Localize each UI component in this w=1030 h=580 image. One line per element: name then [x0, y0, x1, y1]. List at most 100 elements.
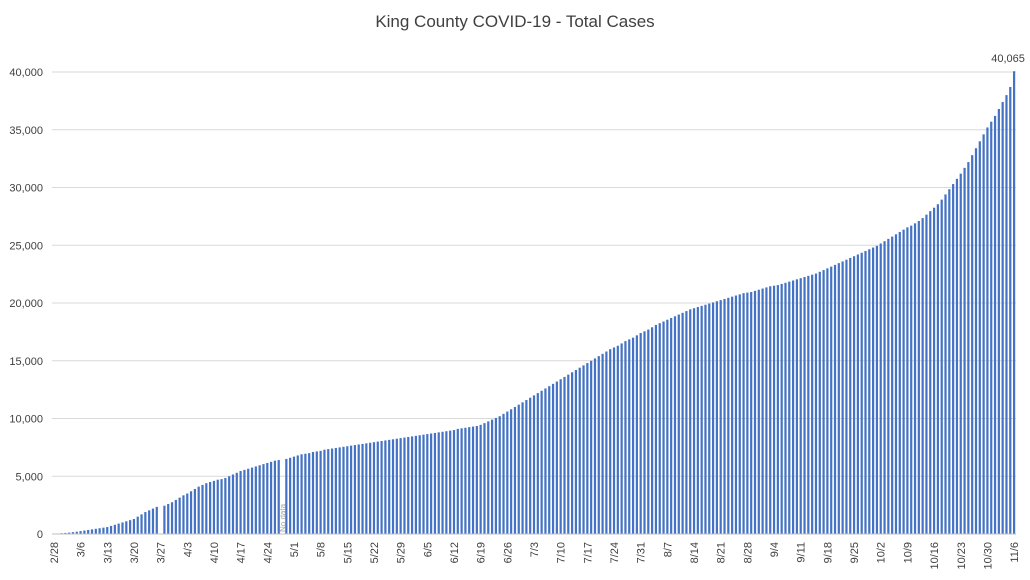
bar [746, 292, 749, 534]
bar [94, 528, 97, 534]
bar [647, 329, 650, 534]
bar [990, 121, 993, 535]
bar [963, 167, 966, 534]
bar [860, 252, 863, 534]
x-tick-label: 10/30 [982, 542, 994, 570]
bar [948, 189, 951, 535]
bar [365, 443, 368, 534]
bar [109, 525, 113, 534]
x-tick-label: 7/17 [582, 542, 594, 563]
bar [384, 440, 387, 534]
annotations: 40,065 No data [279, 53, 1025, 532]
bar [513, 406, 517, 534]
bar [129, 520, 132, 534]
bar [681, 312, 684, 534]
y-tick-label: 15,000 [9, 356, 43, 368]
bar [372, 442, 376, 534]
bar [582, 365, 585, 534]
bar [639, 333, 642, 534]
bar [780, 283, 783, 534]
bar [879, 243, 882, 534]
bar [209, 482, 212, 534]
data-label-max: 40,065 [991, 53, 1025, 65]
y-axis-ticks: 0 5,000 10,000 15,000 20,000 25,000 30,000 35,0… [9, 67, 43, 541]
bar [586, 363, 589, 534]
bar [376, 441, 379, 534]
no-data-note: No data [279, 503, 288, 532]
bar [932, 207, 936, 534]
bar [357, 444, 360, 534]
bar [502, 413, 505, 534]
bar [315, 451, 318, 534]
bar [353, 445, 357, 534]
bar [148, 510, 151, 534]
bar [113, 524, 116, 534]
bar [479, 424, 482, 534]
bar [704, 304, 707, 534]
bar [144, 512, 147, 534]
bar [426, 434, 429, 534]
bar [350, 445, 353, 534]
bar [121, 522, 124, 534]
bar [605, 351, 608, 534]
bar [761, 288, 764, 534]
bar [872, 247, 875, 534]
bar [708, 303, 711, 534]
bar [940, 199, 943, 534]
bar [1012, 71, 1016, 534]
bar [978, 141, 981, 535]
bar [982, 134, 985, 534]
bar [651, 327, 654, 534]
y-tick-label: 40,000 [9, 67, 43, 79]
bar [243, 469, 246, 534]
bar [167, 503, 170, 534]
bar [677, 314, 680, 534]
bar [361, 443, 364, 534]
bar [506, 411, 509, 534]
bar [235, 472, 238, 534]
x-tick-label: 4/10 [209, 542, 221, 563]
x-tick-label: 5/1 [289, 542, 301, 557]
bar [913, 223, 917, 534]
bar [410, 436, 414, 534]
bar [837, 263, 840, 534]
x-tick-label: 8/14 [689, 542, 701, 563]
bar [609, 349, 612, 534]
bar [1005, 95, 1008, 534]
x-tick-label: 7/31 [636, 542, 648, 563]
bar [788, 281, 791, 534]
bar [90, 529, 94, 534]
bar [132, 518, 136, 534]
bar [666, 319, 669, 534]
bar [273, 460, 277, 534]
x-tick-label: 4/17 [236, 542, 248, 563]
bar [769, 286, 772, 534]
bar [224, 477, 227, 534]
bar [269, 461, 273, 534]
bar [563, 376, 566, 534]
bar [304, 453, 307, 534]
bar [292, 456, 296, 534]
bar [643, 331, 646, 534]
bar [822, 270, 825, 534]
x-tick-label: 9/18 [822, 542, 834, 563]
bar [807, 275, 810, 534]
bar [140, 514, 143, 534]
bar [414, 435, 417, 534]
x-tick-label: 5/22 [369, 542, 381, 563]
bar [883, 241, 886, 534]
bar [833, 264, 837, 534]
x-tick-label: 3/6 [76, 542, 88, 557]
bar [64, 532, 67, 534]
bar [323, 449, 326, 534]
bar [875, 245, 879, 534]
bar [247, 468, 250, 534]
bar [498, 416, 501, 534]
bar [98, 528, 101, 534]
bar [407, 436, 410, 534]
bar [910, 225, 913, 534]
bar [395, 438, 398, 534]
bar [814, 273, 818, 534]
bar [197, 486, 200, 534]
x-tick-label: 6/5 [422, 542, 434, 557]
